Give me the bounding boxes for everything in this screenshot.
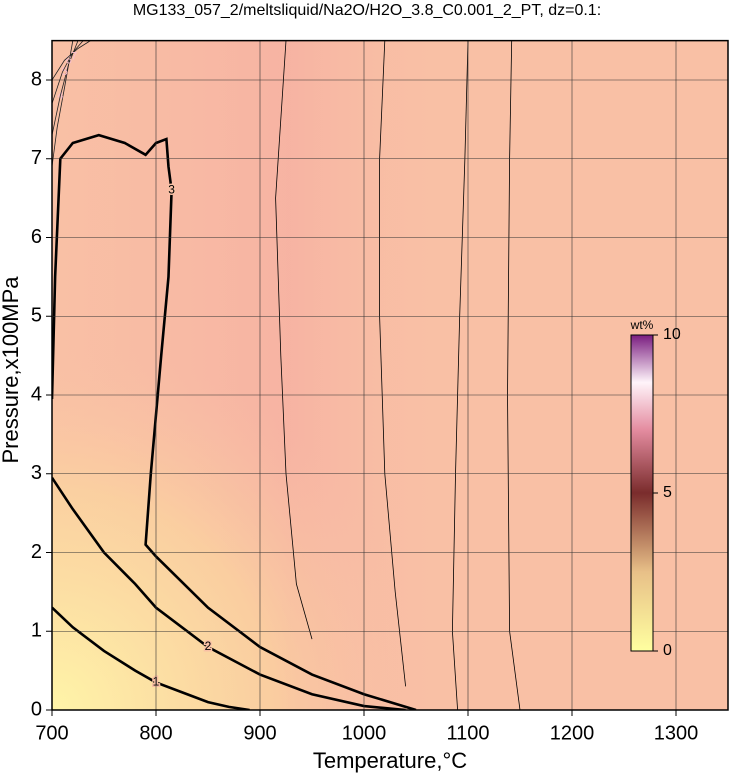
y-tick-label: 5 <box>31 305 42 327</box>
y-axis-label: Pressure,x100MPa <box>0 276 23 464</box>
y-tick-label: 2 <box>31 541 42 563</box>
x-tick-label: 1300 <box>654 722 699 744</box>
colorbar <box>630 334 654 652</box>
x-tick-label: 1100 <box>446 722 489 744</box>
colorbar-tick-label: 0 <box>663 642 672 659</box>
colorbar-label: wt% <box>630 318 654 332</box>
contour-line <box>52 476 406 710</box>
plot-frame <box>51 39 729 711</box>
y-tick-label: 7 <box>31 147 42 169</box>
x-tick-label: 800 <box>139 722 172 744</box>
x-tick-label: 1200 <box>550 722 595 744</box>
contour-line <box>275 40 313 640</box>
x-tick-label: 900 <box>243 722 276 744</box>
y-tick-label: 3 <box>31 462 42 484</box>
chart-title: MG133_057_2/meltsliquid/Na2O/H2O_3.8_C0.… <box>133 2 601 19</box>
contour-label: 2 <box>205 639 212 653</box>
y-tick-label: 6 <box>31 226 42 248</box>
y-tick-label: 1 <box>31 620 42 642</box>
contour-label: 6 <box>66 54 72 66</box>
contour-line <box>52 40 91 81</box>
colorbar-tick-label: 10 <box>663 326 681 343</box>
y-tick-label: 8 <box>31 68 42 90</box>
x-tick-label: 700 <box>35 722 68 744</box>
x-axis-label: Temperature,°C <box>313 748 467 773</box>
plot-shade <box>52 40 728 710</box>
y-tick-label: 0 <box>31 698 42 720</box>
colorbar-tick-label: 5 <box>663 484 672 501</box>
y-tick-label: 4 <box>31 383 42 405</box>
contour-line <box>52 40 84 104</box>
contour-label: 7 <box>71 50 77 62</box>
contour-label: 5 <box>62 66 68 78</box>
x-tick-label: 1000 <box>342 722 387 744</box>
contour-label: 3 <box>168 182 175 196</box>
contour-line <box>52 133 417 710</box>
